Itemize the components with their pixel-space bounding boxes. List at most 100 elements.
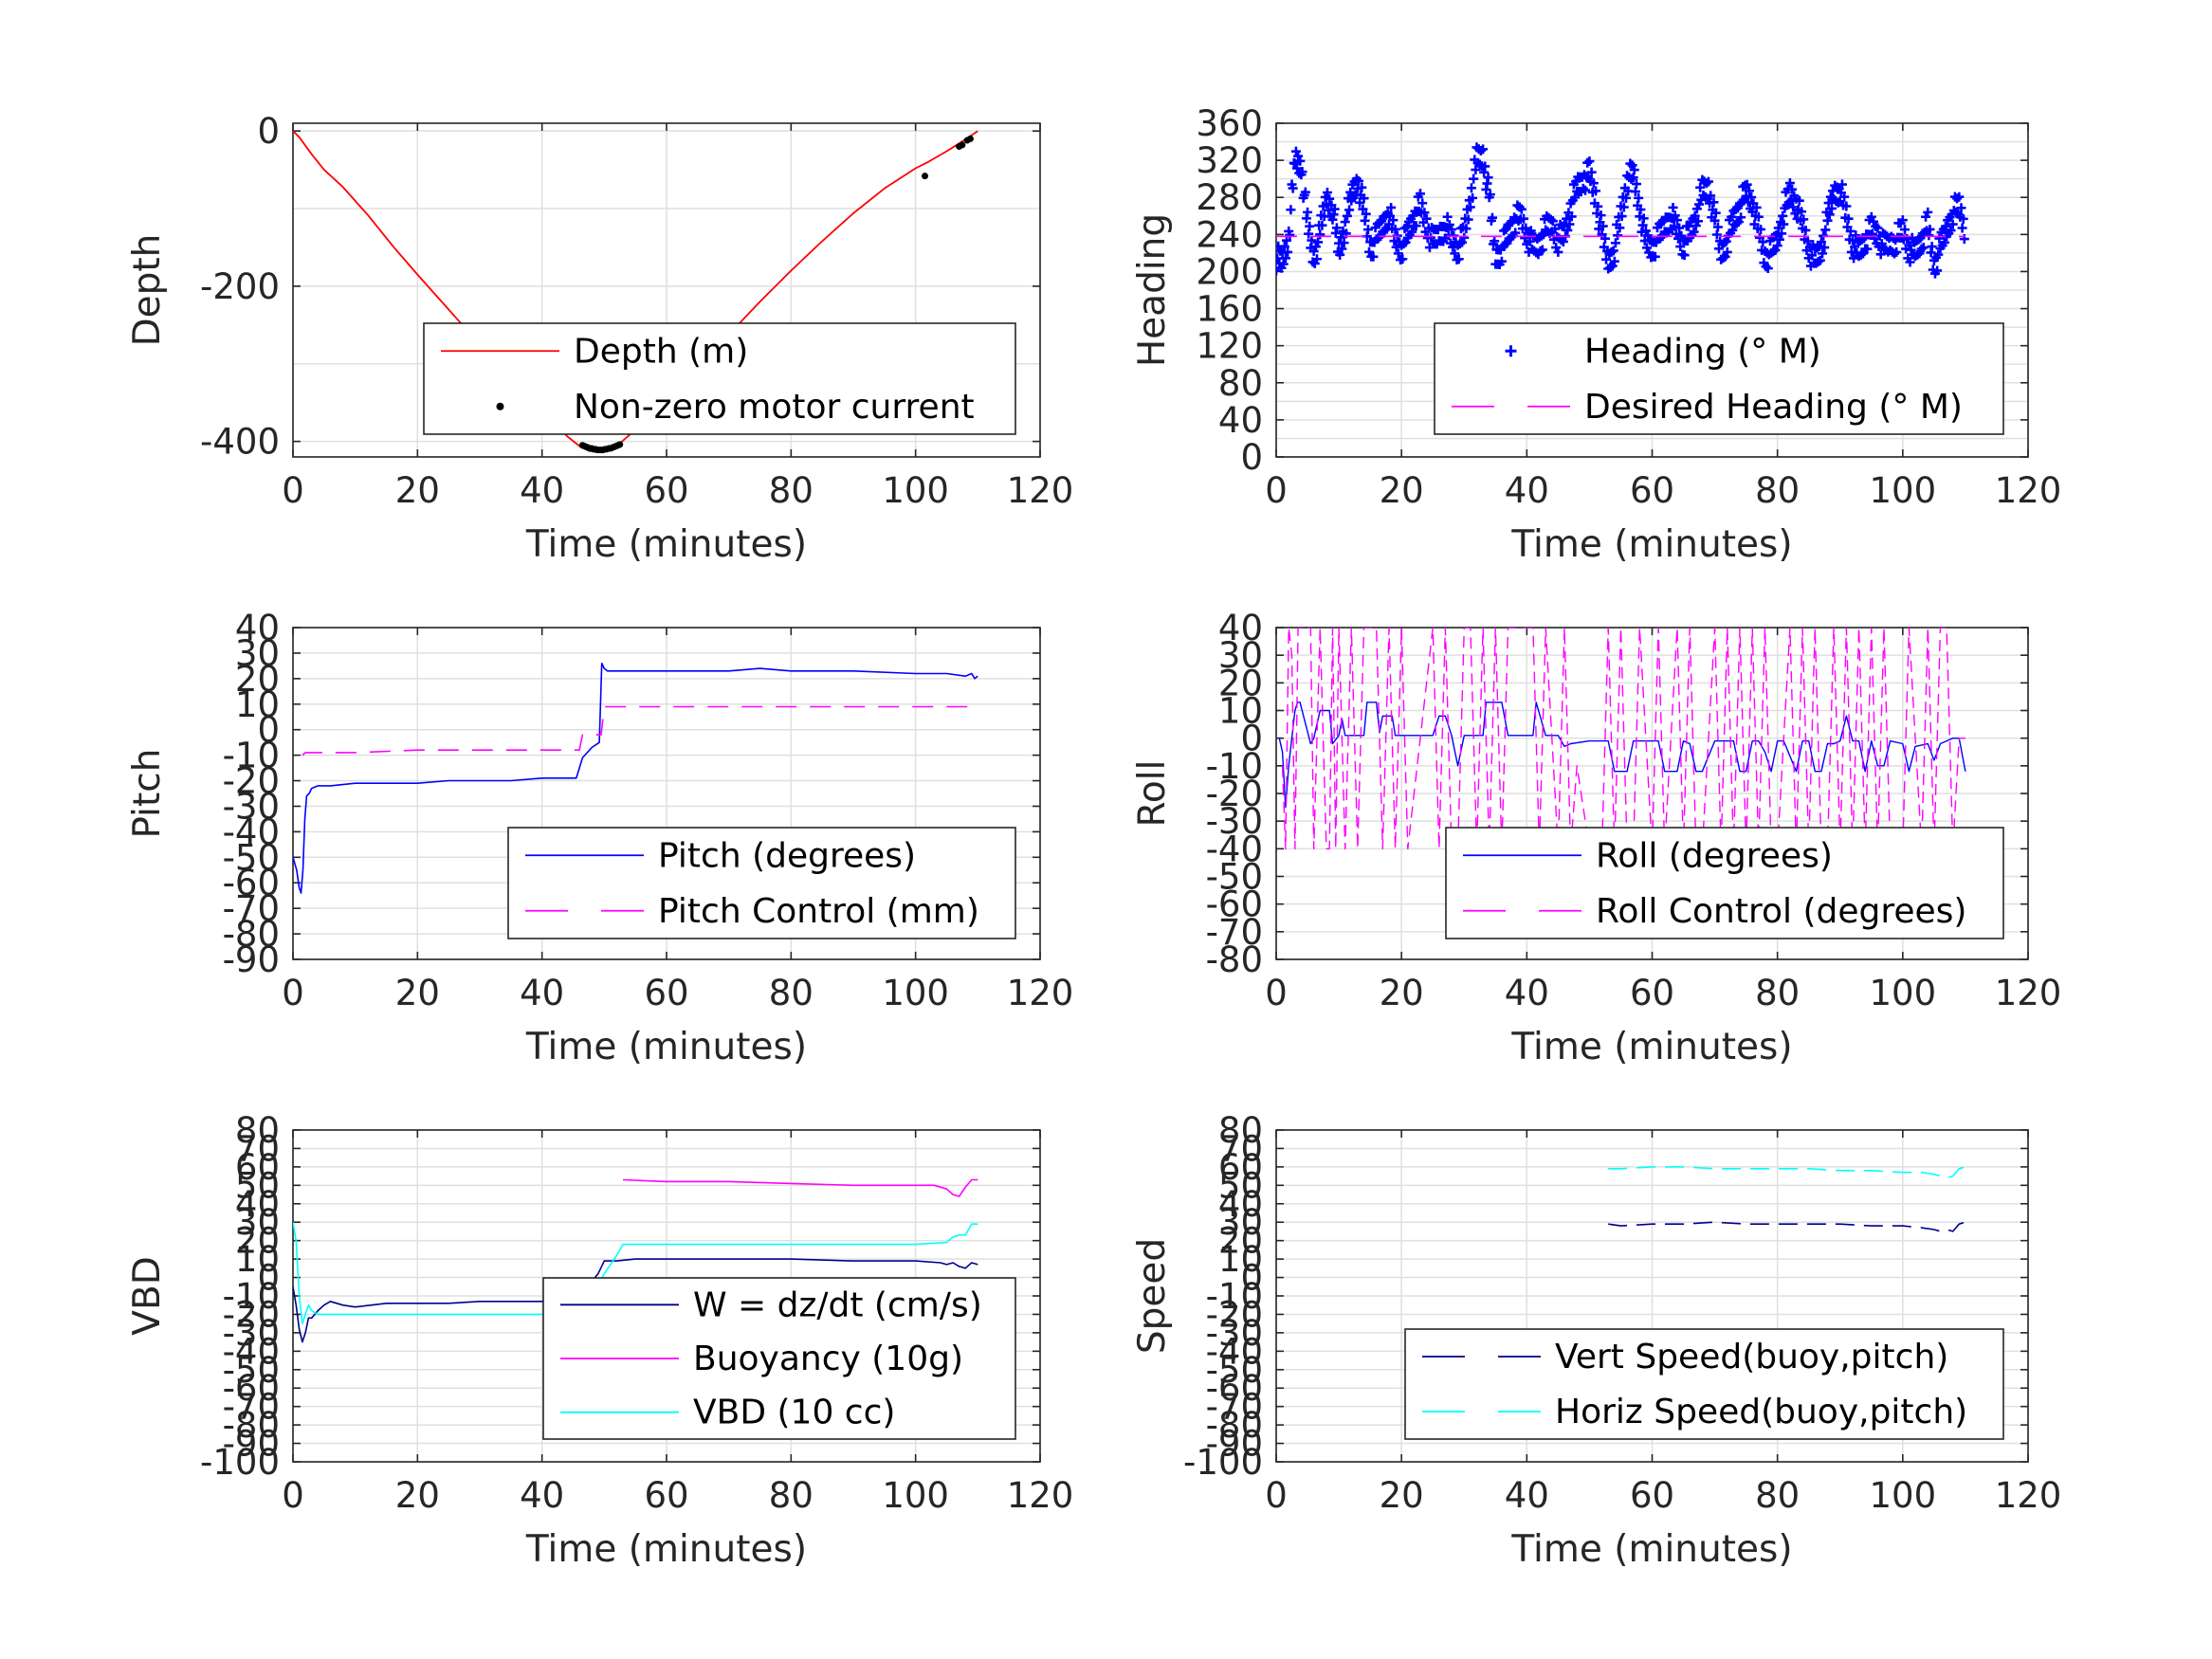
series-1-point xyxy=(1305,221,1315,231)
x-tick-label: 100 xyxy=(1870,973,1937,1013)
series-1-point xyxy=(1957,223,1967,233)
y-tick-label: 60 xyxy=(1218,1147,1263,1188)
series-1-point xyxy=(1325,193,1335,204)
x-tick-label: 20 xyxy=(395,470,440,511)
y-tick-label: 30 xyxy=(1218,635,1263,676)
series-1-point xyxy=(1690,210,1700,221)
series-1-point xyxy=(1598,221,1608,231)
series-1-point xyxy=(1317,220,1327,230)
series-1-point xyxy=(1918,243,1929,253)
y-tick-label: 20 xyxy=(1218,1221,1263,1262)
series-1-point xyxy=(1288,183,1298,193)
series-1-point xyxy=(1357,182,1367,192)
series-1-point xyxy=(1448,242,1458,252)
x-axis-label: Time (minutes) xyxy=(1510,523,1792,566)
series-1-point xyxy=(1778,210,1788,221)
series-1-point xyxy=(1620,192,1631,203)
panel-5: 0 20 40 60 80 100 120-100-90-80-70-60-50-40-30… xyxy=(126,1110,1073,1571)
y-tick-label: 10 xyxy=(235,684,280,725)
legend-label: Buoyancy (10g) xyxy=(693,1340,963,1378)
y-tick-label: 40 xyxy=(1218,608,1263,648)
series-1-point xyxy=(1785,195,1796,206)
y-tick-label: 40 xyxy=(1218,1184,1263,1225)
series-1-point xyxy=(1751,202,1762,212)
panel-4: 0 20 40 60 80 100 120-80-70-60-50-40-30-20-100… xyxy=(1131,608,2061,1068)
series-1-point xyxy=(1845,226,1856,236)
series-1-point xyxy=(1278,259,1289,269)
legend-label: W = dz/dt (cm/s) xyxy=(693,1285,982,1324)
series-1-point xyxy=(1459,232,1470,243)
series-2-line xyxy=(1608,1166,1966,1179)
y-tick-label: -40 xyxy=(1206,829,1263,869)
series-1-point xyxy=(1629,165,1639,175)
series-1-point xyxy=(1516,204,1526,214)
y-tick-label: -20 xyxy=(1206,1294,1263,1335)
series-1-point xyxy=(1956,203,1966,213)
series-1-point xyxy=(1923,207,1933,217)
legend-label: Roll (degrees) xyxy=(1596,836,1833,875)
y-tick-label: -80 xyxy=(1206,939,1263,980)
series-1-point xyxy=(1600,233,1610,244)
data-layer xyxy=(1276,142,1969,279)
series-1-point xyxy=(1359,193,1369,204)
series-1-point xyxy=(1703,176,1713,187)
series-1-point xyxy=(1279,242,1289,252)
y-tick-label: -200 xyxy=(200,266,280,307)
series-1-point xyxy=(1849,253,1859,264)
x-tick-label: 40 xyxy=(520,470,564,511)
series-1-point xyxy=(1799,214,1809,225)
y-tick-label: 20 xyxy=(235,659,280,700)
series-2-point xyxy=(959,141,966,149)
series-1-point xyxy=(1668,202,1678,212)
series-1-point xyxy=(1608,246,1618,256)
series-1-point xyxy=(1850,242,1860,252)
series-1-line xyxy=(1608,1221,1966,1232)
y-tick-label: 200 xyxy=(1196,251,1263,292)
x-tick-label: 20 xyxy=(1380,470,1424,511)
legend: Depth (m) Non-zero motor current xyxy=(423,322,1016,435)
y-tick-label: -40 xyxy=(223,811,280,852)
series-1-point xyxy=(1946,226,1956,236)
series-1-point xyxy=(1744,186,1754,196)
y-tick-label: 80 xyxy=(1218,363,1263,404)
series-1-point xyxy=(1932,265,1943,276)
series-1-point xyxy=(1562,213,1572,224)
x-tick-label: 60 xyxy=(644,470,688,511)
y-tick-label: -90 xyxy=(223,1424,280,1465)
series-1-point xyxy=(1905,257,1915,267)
x-tick-label: 40 xyxy=(1505,973,1549,1013)
x-tick-label: 120 xyxy=(1995,470,2062,511)
series-1-point xyxy=(1631,179,1641,190)
series-1-point xyxy=(1276,253,1283,264)
data-layer xyxy=(1608,1166,1966,1232)
series-1-point xyxy=(1933,249,1944,260)
series-1-point xyxy=(1820,225,1831,235)
legend-box xyxy=(423,322,1016,435)
y-tick-label: -70 xyxy=(223,1387,280,1428)
x-tick-label: 0 xyxy=(1265,1475,1288,1516)
series-1-point xyxy=(1787,184,1798,194)
series-1-point xyxy=(1391,242,1401,252)
series-1-point xyxy=(1415,189,1425,199)
series-1-point xyxy=(1634,192,1644,203)
series-1-point xyxy=(1386,202,1397,212)
series-1-point xyxy=(1398,254,1408,264)
series-1-point xyxy=(1468,192,1478,203)
series-1-point xyxy=(1471,165,1481,175)
x-tick-label: 100 xyxy=(882,1475,949,1516)
y-tick-label: -50 xyxy=(1206,857,1263,898)
x-tick-label: 0 xyxy=(282,470,304,511)
series-1-point xyxy=(1342,210,1352,221)
series-1-point xyxy=(1689,227,1699,237)
y-tick-label: -50 xyxy=(223,837,280,878)
y-tick-label: -30 xyxy=(1206,801,1263,842)
series-1-point xyxy=(1675,242,1686,252)
y-tick-label: 40 xyxy=(235,608,280,648)
y-tick-label: 30 xyxy=(235,633,280,674)
series-1-line xyxy=(1278,702,1966,809)
x-tick-label: 40 xyxy=(520,973,564,1013)
series-1-point xyxy=(1282,235,1292,246)
series-1-point xyxy=(1337,244,1347,254)
series-1-point xyxy=(1843,213,1854,224)
series-1-point xyxy=(1581,185,1591,195)
